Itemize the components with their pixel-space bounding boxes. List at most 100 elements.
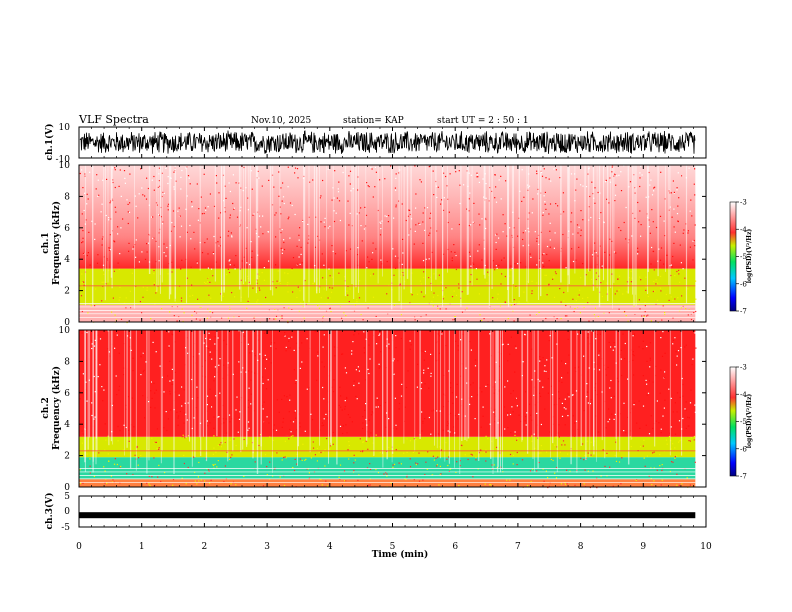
spectrogram-speckle bbox=[242, 331, 244, 333]
spectrogram-speckle bbox=[432, 305, 434, 307]
spectrogram-speckle bbox=[676, 213, 679, 215]
spectrogram-speckle bbox=[187, 466, 189, 469]
spectrogram-speckle bbox=[324, 465, 326, 467]
spectrogram-speckle bbox=[430, 433, 432, 435]
spectrogram-speckle bbox=[479, 314, 481, 316]
spectrogram-speckle bbox=[294, 382, 297, 384]
spectrogram-speckle bbox=[299, 426, 301, 428]
spectrogram-speckle bbox=[393, 274, 395, 276]
spectrogram-speckle bbox=[218, 245, 220, 247]
spectrogram-speckle bbox=[494, 421, 496, 423]
spectrogram-speckle bbox=[291, 309, 293, 311]
spectrogram-speckle bbox=[614, 194, 617, 196]
ch1-ytick-2: 2 bbox=[64, 287, 70, 297]
spectrogram-speckle bbox=[522, 245, 524, 247]
spectrogram-speckle bbox=[158, 448, 160, 450]
spectrogram-speckle bbox=[222, 418, 224, 420]
spectrogram-speckle bbox=[680, 307, 682, 309]
spectrogram-speckle bbox=[495, 234, 497, 236]
spectrogram-speckle bbox=[215, 395, 217, 397]
spectrogram-speckle bbox=[355, 395, 357, 397]
spectrogram-speckle bbox=[494, 269, 496, 271]
spectrogram-speckle bbox=[652, 290, 654, 293]
spectrogram-speckle bbox=[208, 347, 210, 350]
spectrogram-speckle bbox=[298, 310, 300, 312]
spectrogram-speckle bbox=[430, 227, 432, 229]
spectrogram-speckle bbox=[283, 239, 285, 241]
spectrogram-speckle bbox=[320, 451, 322, 454]
spectrogram-speckle bbox=[247, 343, 249, 345]
spectrogram-speckle bbox=[111, 311, 113, 313]
spectrogram-speckle bbox=[481, 391, 483, 393]
spectrogram-speckle bbox=[306, 388, 308, 390]
spectrogram-speckle bbox=[341, 353, 343, 355]
spectrogram-speckle bbox=[479, 224, 481, 226]
spectrogram-speckle bbox=[644, 305, 646, 307]
spectrogram-speckle bbox=[648, 226, 650, 228]
spectrogram-speckle bbox=[228, 271, 231, 274]
spectrogram-speckle bbox=[604, 181, 606, 183]
spectrogram-speckle bbox=[476, 174, 478, 176]
spectrogram-speckle bbox=[322, 316, 325, 318]
spectrogram-speckle bbox=[574, 367, 576, 369]
spectrogram-speckle bbox=[197, 397, 199, 399]
spectrogram-speckle bbox=[183, 454, 185, 456]
spectrogram-speckle bbox=[450, 387, 452, 389]
spectrogram-speckle bbox=[298, 234, 300, 236]
spectrogram-speckle bbox=[384, 215, 386, 217]
spectrogram-speckle bbox=[504, 386, 506, 388]
spectrogram-speckle bbox=[224, 441, 226, 443]
spectrogram-speckle bbox=[296, 245, 298, 247]
spectrogram-speckle bbox=[664, 312, 666, 314]
spectrogram-speckle bbox=[627, 378, 629, 380]
spectrogram-speckle bbox=[349, 248, 352, 250]
spectrogram-speckle bbox=[377, 406, 379, 408]
spectrogram-speckle bbox=[265, 388, 268, 390]
spectrogram-speckle bbox=[118, 389, 120, 391]
spectrogram-speckle bbox=[242, 283, 244, 285]
spectrogram-speckle bbox=[176, 411, 178, 413]
spectrogram-speckle bbox=[660, 369, 662, 371]
spectrogram-speckle bbox=[147, 449, 149, 451]
spectrogram-speckle bbox=[216, 466, 218, 468]
spectrogram-speckle bbox=[652, 452, 654, 454]
spectrogram-speckle bbox=[561, 360, 563, 362]
spectrogram-speckle bbox=[446, 424, 448, 427]
spectrogram-speckle bbox=[317, 355, 319, 357]
spectrogram-speckle bbox=[329, 297, 331, 299]
spectrogram-speckle bbox=[234, 268, 236, 270]
spectrogram-speckle bbox=[213, 235, 215, 238]
spectrogram-speckle bbox=[572, 233, 574, 235]
spectrogram-speckle bbox=[561, 402, 563, 404]
spectrogram-speckle bbox=[210, 406, 213, 408]
spectrogram-speckle bbox=[536, 173, 538, 175]
spectrogram-speckle bbox=[118, 185, 120, 187]
spectrogram-speckle bbox=[131, 397, 133, 399]
spectrogram-speckle bbox=[317, 305, 319, 307]
spectrogram-speckle bbox=[421, 382, 423, 384]
spectrogram-speckle bbox=[622, 293, 624, 295]
ch3-waveform-frame bbox=[78, 495, 707, 528]
spectrogram-speckle bbox=[674, 457, 676, 459]
spectrogram-speckle bbox=[150, 390, 152, 392]
spectrogram-speckle bbox=[558, 397, 560, 400]
ch2-ytick-2: 2 bbox=[64, 452, 70, 462]
spectrogram-speckle bbox=[494, 197, 496, 199]
spectrogram-speckle bbox=[238, 417, 240, 419]
spectrogram-speckle bbox=[447, 400, 450, 402]
spectrogram-speckle bbox=[680, 262, 682, 264]
spectrogram-speckle bbox=[189, 295, 191, 297]
spectrogram-speckle bbox=[254, 449, 256, 451]
spectrogram-speckle bbox=[366, 467, 369, 469]
spectrogram-speckle bbox=[327, 227, 329, 229]
spectrogram-speckle bbox=[669, 432, 671, 434]
spectrogram-speckle bbox=[91, 414, 93, 417]
spectrogram-speckle bbox=[358, 297, 361, 299]
spectrogram-speckle bbox=[262, 382, 264, 385]
spectrogram-speckle bbox=[518, 414, 520, 416]
spectrogram-speckle bbox=[163, 252, 165, 254]
x-tick-label-4: 4 bbox=[327, 542, 333, 552]
spectrogram-speckle bbox=[381, 220, 383, 222]
spectrogram-speckle bbox=[247, 275, 249, 277]
spectrogram-speckle bbox=[545, 370, 547, 373]
